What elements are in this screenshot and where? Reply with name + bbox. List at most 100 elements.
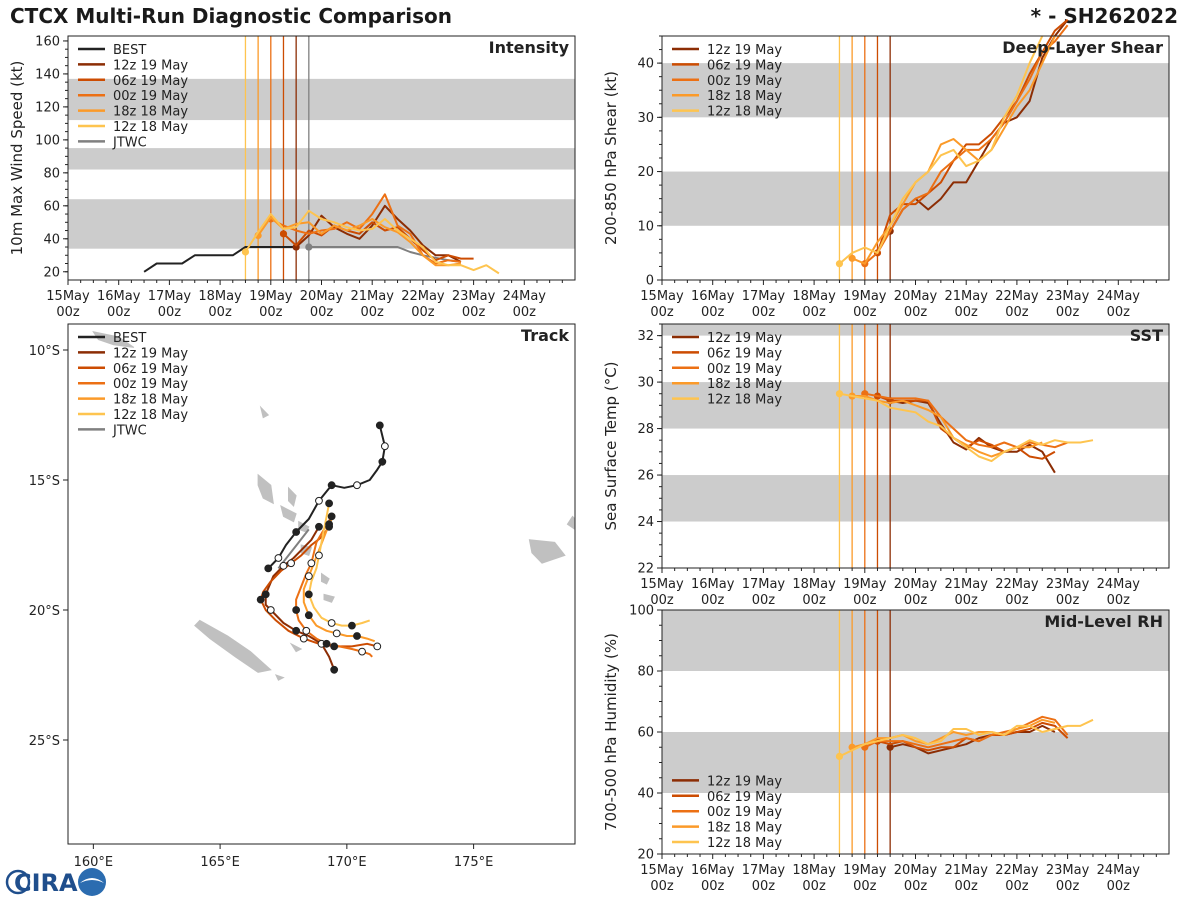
intensity-series-line [257,216,462,267]
shear-ytick-label: 30 [637,111,654,126]
rh-xtick-label: 00z [904,879,928,894]
track-point [325,499,334,508]
rh-legend-label: 00z 19 May [707,805,782,820]
rh-xtick-label: 15May [640,863,684,878]
track-point [315,496,323,505]
shear-ytick-label: 0 [646,274,654,289]
intensity-xtick-label: 16May [97,289,141,304]
track-legend-label: 06z 19 May [113,362,188,377]
intensity-xtick-label: 22May [401,289,445,304]
sst-xtick-label: 19May [843,577,887,592]
intensity-xtick-label: 00z [158,305,182,320]
track-legend-label: BEST [113,331,146,346]
land-mass [566,515,576,531]
track-ytick-label: 15°S [29,474,60,489]
sst-legend-label: 18z 18 May [707,377,782,392]
intensity-ytick-label: 60 [43,199,60,214]
rh-ytick-label: 100 [629,604,654,619]
intensity-legend-label: 18z 18 May [113,105,188,120]
rh-xtick-label: 00z [802,879,826,894]
sst-xtick-label: 00z [752,593,776,608]
shear-xtick-label: 00z [1107,305,1131,320]
track-ytick-label: 10°S [29,344,60,359]
intensity-ytick-label: 100 [35,133,60,148]
sst-series-line [864,392,1068,449]
rh-xtick-label: 00z [853,879,877,894]
track-point [266,606,275,614]
track-point [315,522,323,531]
shear-xtick-label: 00z [853,305,877,320]
sst-band [662,324,1169,336]
rh-series-start-point [835,752,844,761]
intensity-xtick-label: 23May [452,289,496,304]
shear-series-line [851,35,1056,265]
track-legend-label: JTWC [112,423,147,438]
track-point [373,642,382,651]
intensity-band [68,148,575,170]
shear-panel: 01020304015May00z16May00z17May00z18May00… [602,18,1170,320]
rh-legend-label: 12z 18 May [707,836,782,851]
sst-ytick-label: 22 [637,562,654,577]
rh-xtick-label: 00z [701,879,725,894]
shear-xtick-label: 00z [904,305,928,320]
track-point [292,626,301,635]
sst-xtick-label: 00z [904,593,928,608]
track-point [375,421,384,430]
track-legend-label: 00z 19 May [113,377,188,392]
track-point [302,626,311,635]
sst-xtick-label: 24May [1097,577,1141,592]
track-point [378,457,387,466]
shear-legend-label: 12z 19 May [707,43,782,58]
intensity-xtick-label: 18May [198,289,242,304]
track-xtick-label: 165°E [200,855,240,870]
rh-title: Mid-Level RH [1044,612,1163,631]
shear-xtick-label: 21May [944,289,988,304]
intensity-legend-label: 06z 19 May [113,74,188,89]
track-xtick-label: 170°E [327,855,367,870]
track-line [264,526,336,671]
intensity-xtick-label: 24May [503,289,547,304]
intensity-xtick-label: 00z [56,305,80,320]
shear-xtick-label: 23May [1046,289,1090,304]
logo-text: CIRA [14,869,78,897]
land-mass [259,405,270,419]
sst-title: SST [1130,326,1163,345]
rh-legend-label: 12z 19 May [707,774,782,789]
shear-ytick-label: 10 [637,219,654,234]
track-ytick-label: 20°S [29,604,60,619]
sst-xtick-label: 16May [691,577,735,592]
intensity-series-start-point [241,248,250,256]
track-point [330,665,339,674]
track-point [322,639,331,648]
rh-band [662,732,1169,793]
sst-xtick-label: 18May [792,577,836,592]
track-point [332,629,341,638]
sst-legend-label: 12z 19 May [707,331,782,346]
track-point [327,619,336,627]
land-mass [92,331,135,348]
track-legend-label: 12z 18 May [113,408,188,423]
track-xtick-label: 160°E [74,855,114,870]
intensity-series-start-point [305,243,313,251]
track-line [277,528,310,570]
sst-xtick-label: 22May [995,577,1039,592]
sst-xtick-label: 00z [853,593,877,608]
shear-legend-label: 12z 18 May [707,105,782,120]
rh-legend-label: 18z 18 May [707,821,782,836]
shear-xtick-label: 19May [843,289,887,304]
land-mass [528,539,566,564]
sst-band [662,475,1169,522]
cira-logo: CIRA [5,868,106,897]
track-line [295,515,373,658]
track-point [299,634,308,643]
sst-ytick-label: 32 [637,329,654,344]
intensity-xtick-label: 00z [310,305,334,320]
land-mass [280,505,297,523]
intensity-xtick-label: 00z [411,305,435,320]
track-legend-label: 18z 18 May [113,393,188,408]
sst-xtick-label: 00z [650,593,674,608]
land-mass [257,473,274,505]
sst-xtick-label: 00z [955,593,979,608]
sst-xtick-label: 20May [894,577,938,592]
intensity-panel: 2040608010012014016015May00z16May00z17Ma… [8,34,576,320]
